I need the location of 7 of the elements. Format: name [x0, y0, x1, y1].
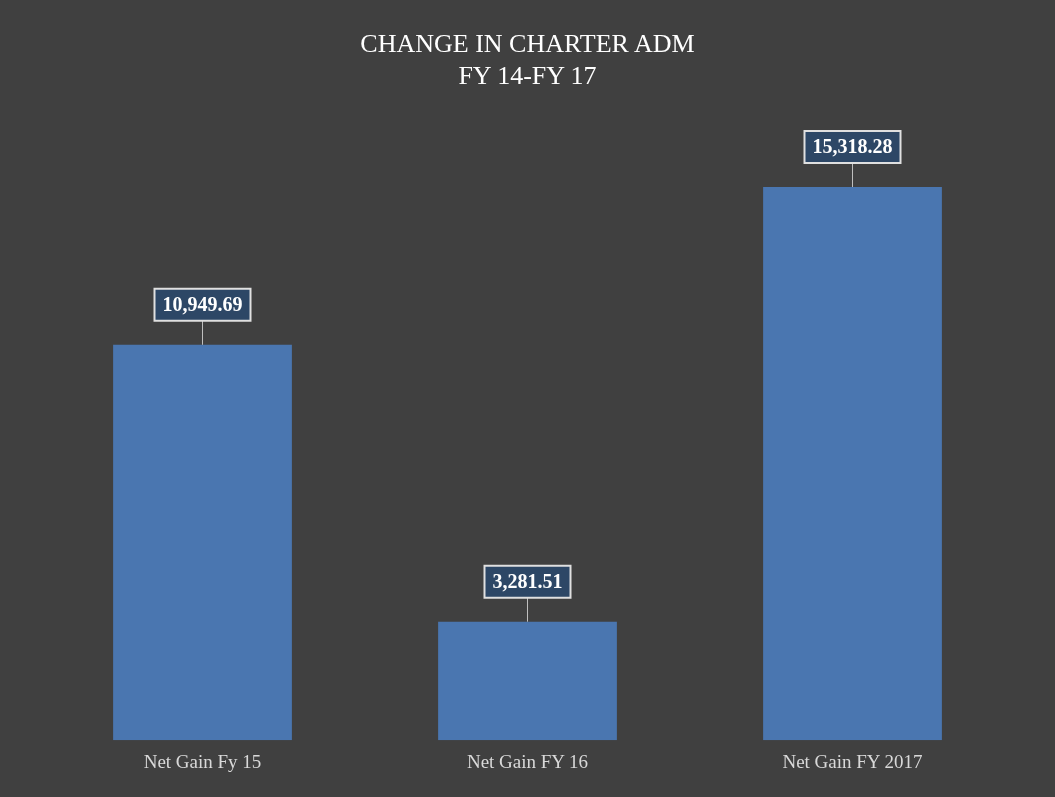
- data-label: 10,949.69: [162, 292, 243, 315]
- chart-title: CHANGE IN CHARTER ADM FY 14-FY 17: [360, 29, 695, 90]
- x-tick-label: Net Gain Fy 15: [143, 750, 262, 772]
- data-label: 15,318.28: [812, 135, 893, 158]
- data-label: 3,281.51: [492, 569, 563, 592]
- x-tick-label: Net Gain FY 2017: [782, 750, 923, 772]
- x-tick-label: Net Gain FY 16: [466, 750, 589, 772]
